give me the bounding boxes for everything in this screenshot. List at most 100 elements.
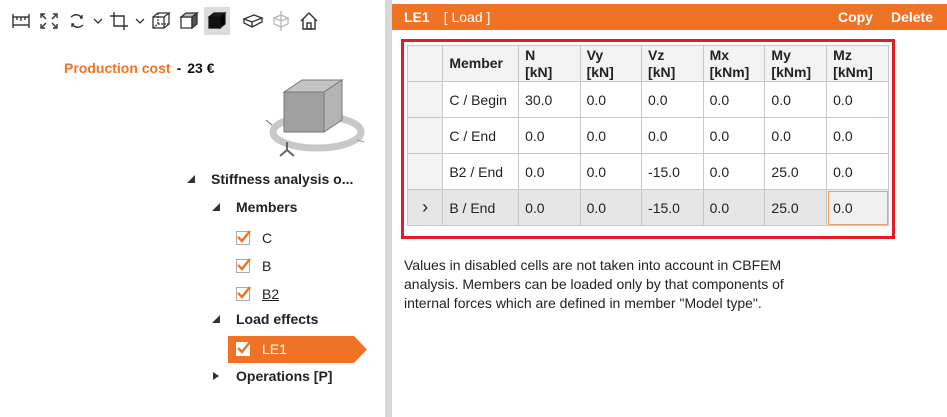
row-selector-header [406,45,444,82]
column-unit: [kN] [648,63,676,80]
table-header-row: Member N [kN] Vy [kN] Vz [kN] Mx [kNm] My [kN… [406,45,889,82]
cell-n[interactable]: 0.0 [518,117,581,154]
cell-my[interactable]: 25.0 [764,189,828,226]
tree-node-stiffness-analysis[interactable]: Stiffness analysis o... [186,168,353,190]
tree-item-member-c[interactable]: C [236,227,272,249]
checkmark-icon [237,286,251,299]
cell-vz[interactable]: -15.0 [641,189,704,226]
cell-mx[interactable]: 0.0 [702,153,766,190]
tree-node-operations[interactable]: Operations [P] [211,365,332,387]
column-header-vz: Vz [kN] [641,45,704,82]
column-name: Mz [833,46,852,63]
checkbox[interactable] [236,286,251,301]
pane-splitter[interactable] [385,0,392,417]
row-selector-current[interactable]: › [406,189,444,226]
tree-item-member-b2[interactable]: B2 [236,283,279,305]
column-header-n: N [kN] [518,45,581,82]
column-header-member: Member [442,45,520,82]
tree-label-root: Stiffness analysis o... [211,171,354,187]
tree-label-operations: Operations [P] [236,368,333,384]
column-header-mz: Mz [kNm] [826,45,889,82]
tree-item-member-b[interactable]: B [236,255,271,277]
model-tree: Stiffness analysis o... Members C B B2 L… [0,0,385,417]
cell-vy[interactable]: 0.0 [579,81,643,118]
table-row[interactable]: C / Begin 30.0 0.0 0.0 0.0 0.0 0.0 [406,81,889,118]
checkbox[interactable] [236,258,251,273]
chevron-down-icon[interactable] [92,7,104,35]
collapse-triangle-icon[interactable] [211,314,221,324]
cell-mz[interactable]: 0.0 [826,81,889,118]
checkbox[interactable] [236,230,251,245]
load-effect-label: LE1 [262,341,287,357]
expand-triangle-icon[interactable] [211,371,221,381]
properties-pane: LE1 [ Load ] Copy Delete Member N [kN] Vy… [392,0,947,417]
tree-node-members[interactable]: Members [211,196,297,218]
row-selector[interactable] [406,117,444,154]
checkmark-icon [237,341,251,354]
tree-node-load-effects[interactable]: Load effects [211,308,318,330]
fit-icon[interactable] [36,7,62,35]
tree-label-load-effects: Load effects [236,311,319,327]
cell-n[interactable]: 0.0 [518,189,581,226]
crop-icon[interactable] [106,7,132,35]
cell-n[interactable]: 0.0 [518,153,581,190]
ruler-icon[interactable] [8,7,34,35]
view-toolbar [8,6,324,36]
column-name: Vz [648,46,665,63]
member-label: C [262,230,273,246]
collapse-triangle-icon[interactable] [211,202,221,212]
column-name: N [525,46,536,63]
checkbox[interactable] [236,341,251,356]
cell-mz[interactable]: 0.0 [826,153,889,190]
column-unit: [kNm] [833,63,873,80]
panel-title: LE1 [404,9,430,25]
cell-vz[interactable]: 0.0 [641,81,704,118]
production-cost-separator: - [176,60,182,76]
table-row[interactable]: B2 / End 0.0 0.0 -15.0 0.0 25.0 0.0 [406,153,889,190]
row-selector[interactable] [406,81,444,118]
info-note: Values in disabled cells are not taken i… [404,257,784,311]
home-icon[interactable] [296,7,322,35]
cell-vz[interactable]: -15.0 [641,153,704,190]
view-cube[interactable] [262,70,372,165]
panel-subtitle: [ Load ] [443,9,491,25]
cell-my[interactable]: 25.0 [764,153,828,190]
cell-vy[interactable]: 0.0 [579,153,643,190]
rotate-icon[interactable] [64,7,90,35]
cell-vy[interactable]: 0.0 [579,117,643,154]
column-name: Vy [586,46,604,63]
cell-mz-focused[interactable]: 0.0 [826,189,889,226]
wireframe-cube-icon[interactable] [148,7,174,35]
production-cost-value: 23 € [187,60,215,76]
solid-cube-icon[interactable] [204,7,230,35]
column-unit: [kN] [586,63,614,80]
cell-n[interactable]: 30.0 [518,81,581,118]
cell-my[interactable]: 0.0 [764,117,828,154]
column-header-my: My [kNm] [764,45,828,82]
production-cost: Production cost -23 € [64,60,214,76]
row-selector[interactable] [406,153,444,190]
chevron-down-icon[interactable] [134,7,146,35]
column-header-mx: Mx [kNm] [702,45,766,82]
column-unit: [kNm] [771,63,812,80]
delete-button[interactable]: Delete [890,9,933,25]
section-icon[interactable] [240,7,266,35]
member-label[interactable]: B2 [262,286,280,302]
copy-button[interactable]: Copy [837,9,873,25]
table-row-selected[interactable]: › B / End 0.0 0.0 -15.0 0.0 25.0 0.0 [406,189,889,226]
cell-mx[interactable]: 0.0 [702,81,766,118]
chevron-right-icon: › [422,197,429,217]
cell-my[interactable]: 0.0 [764,81,828,118]
shaded-cube-icon[interactable] [176,7,202,35]
cell-mx[interactable]: 0.0 [702,117,766,154]
cell-vy[interactable]: 0.0 [579,189,643,226]
plane-icon [268,7,294,35]
cell-mx[interactable]: 0.0 [702,189,766,226]
tree-item-le1[interactable]: LE1 [228,336,368,363]
panel-header: LE1 [ Load ] Copy Delete [392,4,947,30]
table-row[interactable]: C / End 0.0 0.0 0.0 0.0 0.0 0.0 [406,117,889,154]
cell-mz[interactable]: 0.0 [826,117,889,154]
collapse-triangle-icon[interactable] [186,174,196,184]
cell-vz[interactable]: 0.0 [641,117,704,154]
